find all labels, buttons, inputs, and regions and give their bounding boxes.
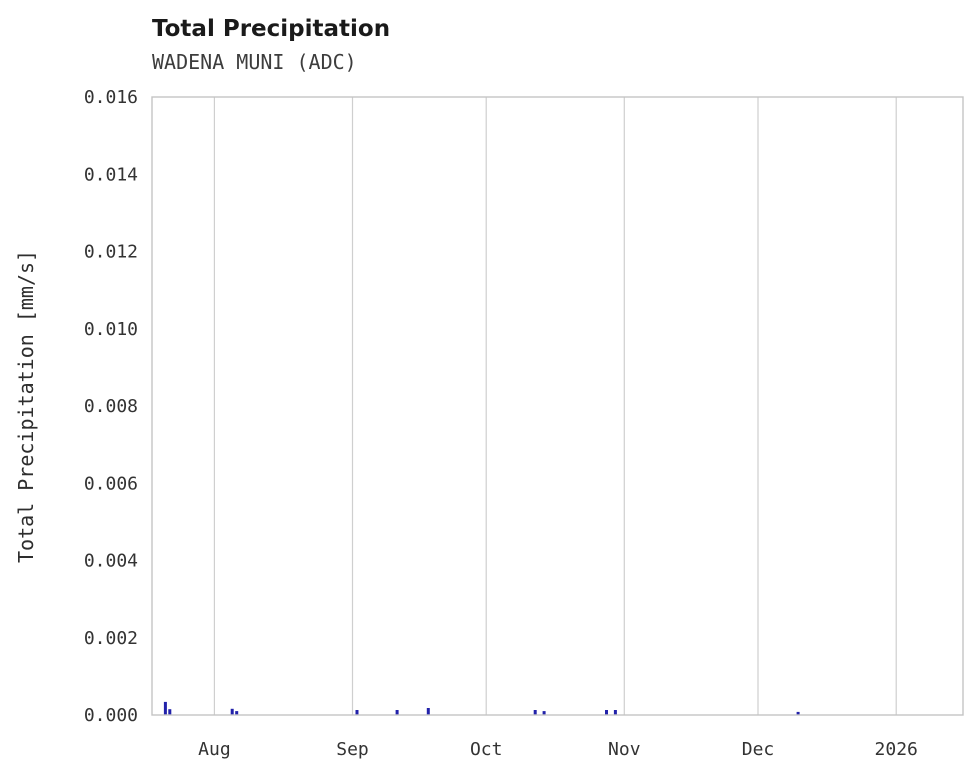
x-tick-label: Sep — [336, 739, 369, 760]
plot-frame — [151, 96, 964, 716]
chart-title: Total Precipitation — [152, 16, 391, 42]
precip-spike — [542, 711, 546, 715]
precip-spike — [395, 710, 399, 715]
y-tick-label: 0.010 — [84, 319, 138, 340]
y-tick-label: 0.012 — [84, 242, 138, 263]
precip-spike — [235, 711, 239, 715]
precip-spike — [605, 710, 608, 715]
precip-spike — [796, 711, 800, 715]
x-tick-label: Dec — [742, 739, 775, 760]
y-tick-label: 0.016 — [84, 87, 138, 108]
precip-spike — [613, 710, 617, 715]
chart-subtitle: WADENA MUNI (ADC) — [152, 50, 357, 74]
x-tick-label: 2026 — [875, 739, 918, 760]
y-tick-label: 0.006 — [84, 473, 138, 494]
precip-spike — [230, 708, 234, 715]
precip-spike — [163, 701, 167, 715]
precip-spike — [168, 709, 172, 715]
x-tick-labels: Aug Sep Oct Nov Dec 2026 — [198, 739, 918, 760]
x-gridlines — [213, 97, 897, 715]
x-tick-label: Nov — [608, 739, 641, 760]
y-tick-label: 0.004 — [84, 551, 138, 572]
x-tick-label: Aug — [198, 739, 231, 760]
y-tick-labels: 0.000 0.002 0.004 0.006 0.008 0.010 0.012 0.014… — [84, 87, 138, 726]
precip-spike — [426, 708, 430, 715]
y-tick-label: 0.008 — [84, 396, 138, 417]
y-tick-label: 0.014 — [84, 164, 138, 185]
y-tick-label: 0.000 — [84, 705, 138, 726]
precip-spike — [533, 710, 537, 715]
precip-spike — [355, 710, 359, 715]
precipitation-series — [163, 701, 800, 715]
y-tick-label: 0.002 — [84, 628, 138, 649]
x-tick-label: Oct — [470, 739, 503, 760]
